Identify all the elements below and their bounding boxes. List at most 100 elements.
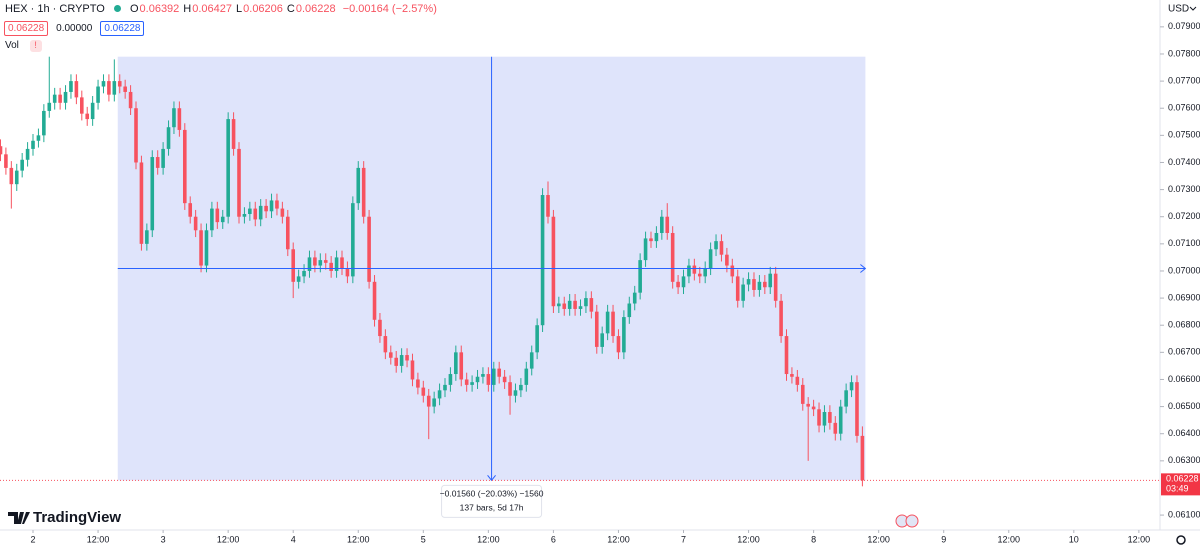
candle-body xyxy=(692,265,697,274)
candle-body xyxy=(649,238,653,242)
status-dot xyxy=(113,5,121,12)
y-tick-label: 0.06300 xyxy=(1168,455,1200,465)
candle-body xyxy=(584,298,588,307)
candle-body xyxy=(112,81,117,95)
candle-body xyxy=(242,214,247,217)
y-tick-label: 0.06600 xyxy=(1168,374,1200,384)
candle-body xyxy=(638,260,642,293)
settings-icon[interactable] xyxy=(1176,535,1186,545)
candle-body xyxy=(524,368,529,385)
plot xyxy=(0,56,867,487)
candle-body xyxy=(519,384,523,391)
candle-body xyxy=(426,395,431,407)
candle-body xyxy=(329,262,333,271)
candle-body xyxy=(323,260,328,263)
candle-body xyxy=(351,203,355,277)
y-tick-label: 0.07900 xyxy=(1168,21,1200,31)
brand-logo xyxy=(8,512,30,524)
candle-body xyxy=(399,355,404,366)
candle-body xyxy=(421,387,426,396)
candle-body xyxy=(578,306,583,309)
last-price-label: 0.06228 xyxy=(1166,474,1199,484)
y-tick-label: 0.06100 xyxy=(1168,509,1200,519)
candle-body xyxy=(177,108,182,130)
y-tick-label: 0.07800 xyxy=(1168,48,1200,58)
candle-body xyxy=(681,276,686,288)
candle-body xyxy=(215,208,220,223)
candle-body xyxy=(0,146,3,155)
candle-body xyxy=(69,81,73,92)
candle-body xyxy=(513,390,518,396)
x-tick-label: 9 xyxy=(941,534,946,544)
event-icon[interactable] xyxy=(905,514,919,528)
countdown: 03:49 xyxy=(1166,484,1189,494)
candle-body xyxy=(80,97,84,114)
x-tick-label: 4 xyxy=(291,534,296,544)
candle-body xyxy=(155,157,160,168)
candle-body xyxy=(475,376,480,383)
candle-body xyxy=(844,390,848,407)
measure-label: −0.01560 (−20.03%) −1560 xyxy=(440,489,544,499)
quote-row: 0.06228 0.00000 0.06228 xyxy=(4,21,148,36)
candle-body xyxy=(551,216,556,307)
candle-body xyxy=(454,352,458,375)
y-tick-label: 0.07700 xyxy=(1168,75,1200,85)
candle-body xyxy=(134,108,138,163)
candle-body xyxy=(557,303,561,307)
candle-body xyxy=(800,384,805,404)
candle-body xyxy=(757,281,762,290)
candle-body xyxy=(741,284,745,301)
ohlc-label: O xyxy=(129,3,139,15)
y-tick-label: 0.06500 xyxy=(1168,401,1200,411)
candle-body xyxy=(361,167,366,217)
volume-row: Vol ! xyxy=(5,40,42,52)
candle-body xyxy=(719,241,724,255)
candle-body xyxy=(85,113,90,120)
candle-body xyxy=(735,276,740,301)
ohlc-value: 0.06427 xyxy=(192,3,233,15)
candle-body xyxy=(150,157,155,231)
candle-body xyxy=(25,148,30,160)
candle-body xyxy=(123,86,127,92)
x-tick-label: 12:00 xyxy=(87,534,110,544)
candle-body xyxy=(508,382,512,396)
measure-arrow xyxy=(487,475,496,482)
y-tick-label: 0.06700 xyxy=(1168,347,1200,357)
candle-body xyxy=(9,167,14,185)
candle-body xyxy=(302,270,306,277)
candle-body xyxy=(253,208,258,220)
candle-body xyxy=(172,108,176,128)
quote-box: 0.06228 xyxy=(4,21,49,36)
candle-body xyxy=(378,319,382,337)
candle-body xyxy=(486,374,491,385)
y-tick-label: 0.07600 xyxy=(1168,103,1200,113)
y-tick-label: 0.07000 xyxy=(1168,265,1200,275)
y-tick-label: 0.07200 xyxy=(1168,211,1200,221)
volume-label[interactable]: Vol xyxy=(5,40,19,51)
candle-body xyxy=(182,129,187,204)
y-tick-label: 0.07400 xyxy=(1168,157,1200,167)
candle-body xyxy=(275,200,279,209)
candle-body xyxy=(540,195,545,326)
candle-body xyxy=(752,279,756,290)
candle-body xyxy=(763,281,767,288)
candle-body xyxy=(573,300,577,309)
candle-body xyxy=(90,102,95,120)
x-tick-label: 12:00 xyxy=(217,534,240,544)
candle-body xyxy=(345,268,350,277)
x-tick-label: 12:00 xyxy=(347,534,370,544)
ohlc-label: C xyxy=(286,3,295,15)
candle-body xyxy=(264,205,268,212)
candle-body xyxy=(231,119,236,149)
candle-body xyxy=(74,81,79,98)
ohlc-value: 0.06392 xyxy=(139,3,180,15)
candle-body xyxy=(285,216,290,250)
quote-box: 0.00000 xyxy=(56,23,93,34)
symbol[interactable]: HEX · 1h · CRYPTO xyxy=(5,3,105,15)
candle-body xyxy=(269,200,274,212)
currency[interactable]: USD xyxy=(1168,4,1189,15)
candle-body xyxy=(676,281,680,288)
candle-body xyxy=(296,276,301,282)
candle-body xyxy=(714,241,718,250)
